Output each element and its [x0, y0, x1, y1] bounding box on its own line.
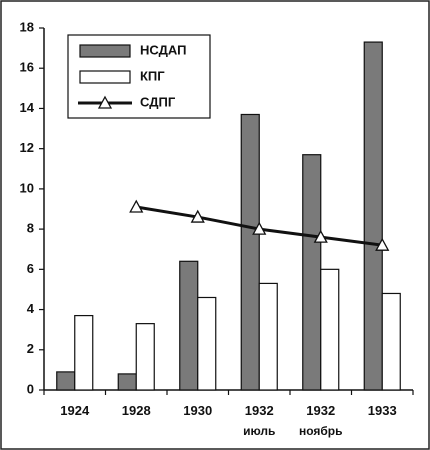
bar: [258, 282, 278, 391]
legend-swatch: [79, 70, 131, 84]
bar: [197, 296, 217, 391]
y-tick-label: 14: [20, 100, 35, 115]
bar: [135, 323, 155, 391]
legend-swatch: [79, 44, 131, 58]
legend-label: КПГ: [140, 68, 165, 83]
y-tick-label: 0: [27, 381, 34, 396]
bar: [117, 373, 137, 391]
line-marker: [129, 199, 144, 213]
x-tick-label: 1933: [368, 403, 397, 418]
legend-label: НСДАП: [140, 42, 186, 57]
line-marker: [375, 237, 390, 251]
x-tick-label: 1930: [183, 403, 212, 418]
line-marker: [252, 221, 267, 235]
y-tick-label: 10: [20, 180, 34, 195]
x-tick-label: 1932 июль: [243, 403, 275, 438]
bar: [363, 41, 383, 391]
line-marker: [190, 209, 205, 223]
x-tick-label: 1928: [122, 403, 151, 418]
legend-marker: [97, 95, 113, 109]
y-tick-label: 18: [20, 19, 34, 34]
bar: [179, 260, 199, 391]
bar: [56, 371, 76, 391]
bar: [240, 113, 260, 391]
line-marker: [313, 229, 328, 243]
x-tick-label: 1932 ноябрь: [299, 403, 343, 438]
bar: [74, 314, 94, 391]
bar: [320, 268, 340, 391]
y-tick-label: 8: [27, 221, 34, 236]
y-tick-label: 4: [27, 301, 35, 316]
y-tick-label: 2: [27, 341, 34, 356]
bar: [381, 292, 401, 391]
y-tick-label: 6: [27, 261, 34, 276]
y-tick-label: 12: [20, 140, 34, 155]
legend-label: СДПГ: [140, 94, 176, 109]
x-tick-label: 1924: [60, 403, 90, 418]
bar: [302, 154, 322, 391]
y-tick-label: 16: [20, 60, 34, 75]
